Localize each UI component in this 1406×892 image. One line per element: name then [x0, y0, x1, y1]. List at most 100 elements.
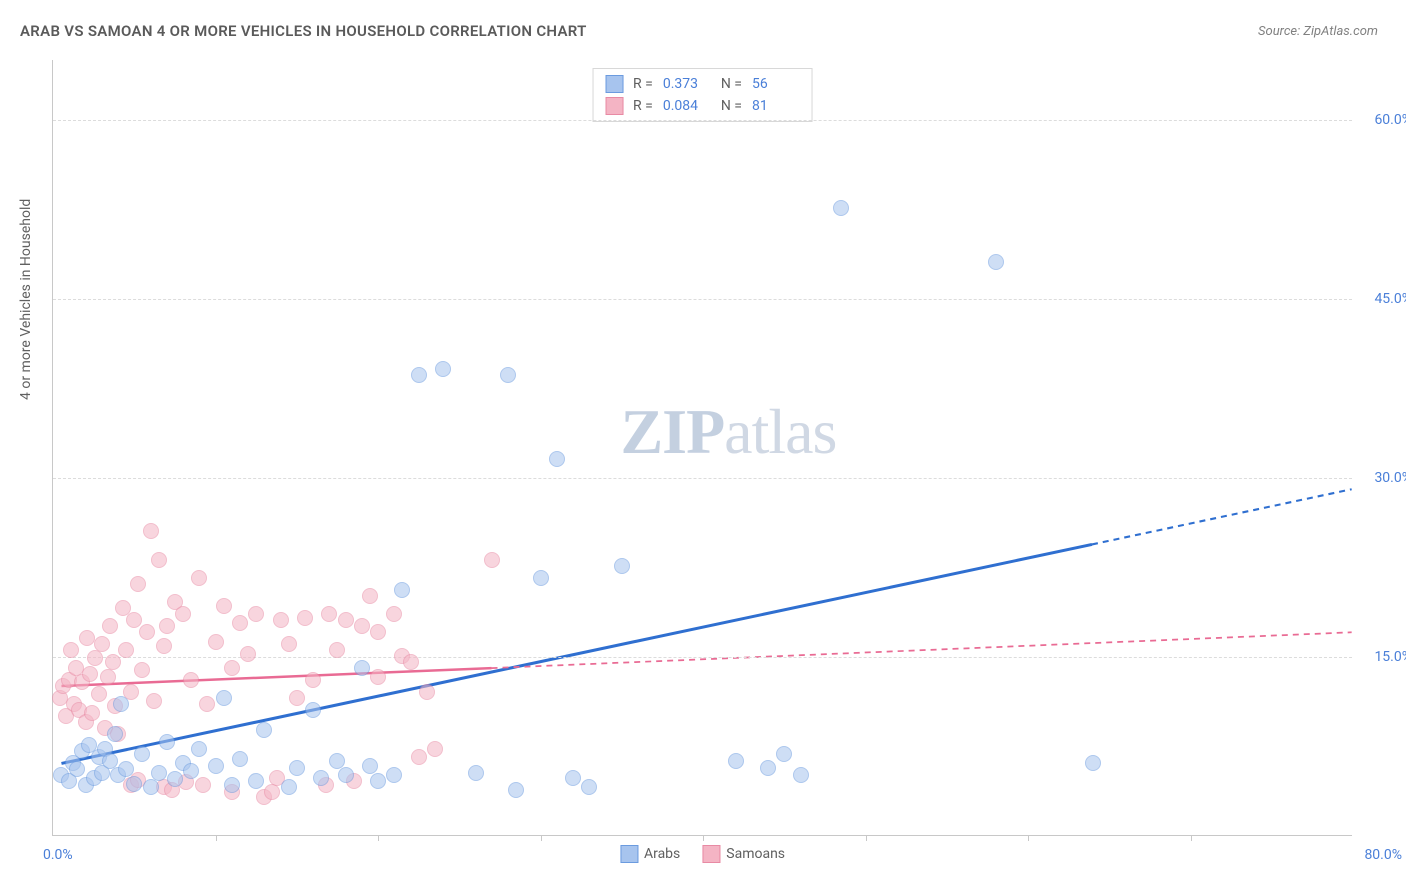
chart-title: ARAB VS SAMOAN 4 OR MORE VEHICLES IN HOU… [20, 22, 587, 40]
scatter-point [143, 523, 159, 539]
r-label: R = [633, 98, 653, 114]
scatter-point [79, 630, 95, 646]
scatter-point [264, 784, 280, 800]
x-axis-max-label: 80.0% [1364, 847, 1402, 863]
scatter-point [199, 696, 215, 712]
scatter-point [793, 767, 809, 783]
scatter-point [107, 726, 123, 742]
scatter-point [208, 758, 224, 774]
series-swatch [702, 845, 720, 863]
n-label: N = [721, 98, 742, 114]
scatter-point [87, 650, 103, 666]
scatter-point [100, 669, 116, 685]
scatter-point [468, 765, 484, 781]
scatter-point [126, 612, 142, 628]
scatter-point [289, 760, 305, 776]
scatter-point [833, 200, 849, 216]
n-label: N = [721, 76, 742, 92]
scatter-point [411, 367, 427, 383]
scatter-point [216, 690, 232, 706]
n-value: 81 [752, 98, 800, 114]
scatter-point [143, 779, 159, 795]
scatter-point [91, 686, 107, 702]
scatter-point [240, 646, 256, 662]
trend-line-dashed [1092, 489, 1352, 544]
x-tick [703, 835, 704, 841]
scatter-point [281, 636, 297, 652]
n-value: 56 [752, 76, 800, 92]
scatter-point [533, 570, 549, 586]
scatter-point [94, 636, 110, 652]
y-tick-label: 15.0% [1374, 649, 1406, 665]
scatter-point [134, 662, 150, 678]
scatter-point [216, 598, 232, 614]
scatter-point [403, 654, 419, 670]
scatter-point [159, 618, 175, 634]
watermark: ZIPatlas [620, 395, 836, 469]
scatter-point [82, 666, 98, 682]
scatter-point [126, 776, 142, 792]
legend-item: Samoans [702, 845, 785, 863]
series-swatch [605, 75, 623, 93]
series-swatch [620, 845, 638, 863]
trend-lines-layer [53, 60, 1352, 835]
scatter-point [354, 660, 370, 676]
gridline [53, 299, 1352, 300]
scatter-point [175, 606, 191, 622]
scatter-point [419, 684, 435, 700]
scatter-point [728, 753, 744, 769]
series-swatch [605, 97, 623, 115]
stats-row: R =0.373N =56 [605, 73, 800, 95]
scatter-point [305, 672, 321, 688]
scatter-point [297, 610, 313, 626]
y-tick-label: 30.0% [1374, 470, 1406, 486]
scatter-point [484, 552, 500, 568]
legend-item: Arabs [620, 845, 680, 863]
gridline [53, 478, 1352, 479]
scatter-point [195, 777, 211, 793]
x-tick [541, 835, 542, 841]
source-attribution: Source: ZipAtlas.com [1258, 24, 1378, 39]
scatter-point [394, 582, 410, 598]
scatter-point [232, 615, 248, 631]
x-tick [216, 835, 217, 841]
scatter-point [130, 576, 146, 592]
scatter-point [102, 618, 118, 634]
scatter-point [167, 771, 183, 787]
scatter-point [305, 702, 321, 718]
scatter-point [248, 606, 264, 622]
legend-label: Samoans [726, 846, 785, 862]
x-tick [378, 835, 379, 841]
scatter-point [159, 734, 175, 750]
scatter-point [281, 779, 297, 795]
scatter-point [113, 696, 129, 712]
scatter-point [151, 765, 167, 781]
scatter-point [224, 777, 240, 793]
trend-line-solid [61, 544, 1092, 763]
scatter-point [362, 588, 378, 604]
scatter-point [146, 693, 162, 709]
scatter-point [1085, 755, 1101, 771]
gridline [53, 120, 1352, 121]
scatter-point [386, 606, 402, 622]
scatter-point [411, 749, 427, 765]
scatter-point [338, 612, 354, 628]
scatter-point [183, 672, 199, 688]
scatter-point [427, 741, 443, 757]
scatter-point [84, 705, 100, 721]
scatter-point [191, 741, 207, 757]
scatter-point [321, 606, 337, 622]
scatter-point [370, 624, 386, 640]
scatter-point [224, 660, 240, 676]
scatter-point [139, 624, 155, 640]
scatter-point [362, 758, 378, 774]
r-value: 0.084 [663, 98, 711, 114]
scatter-point [549, 451, 565, 467]
scatter-point [508, 782, 524, 798]
y-axis-label: 4 or more Vehicles in Household [18, 199, 34, 400]
chart-plot-area: ZIPatlas R =0.373N =56R =0.084N =81 0.0%… [52, 60, 1352, 836]
scatter-point [208, 634, 224, 650]
y-tick-label: 45.0% [1374, 291, 1406, 307]
scatter-point [313, 770, 329, 786]
scatter-point [105, 654, 121, 670]
